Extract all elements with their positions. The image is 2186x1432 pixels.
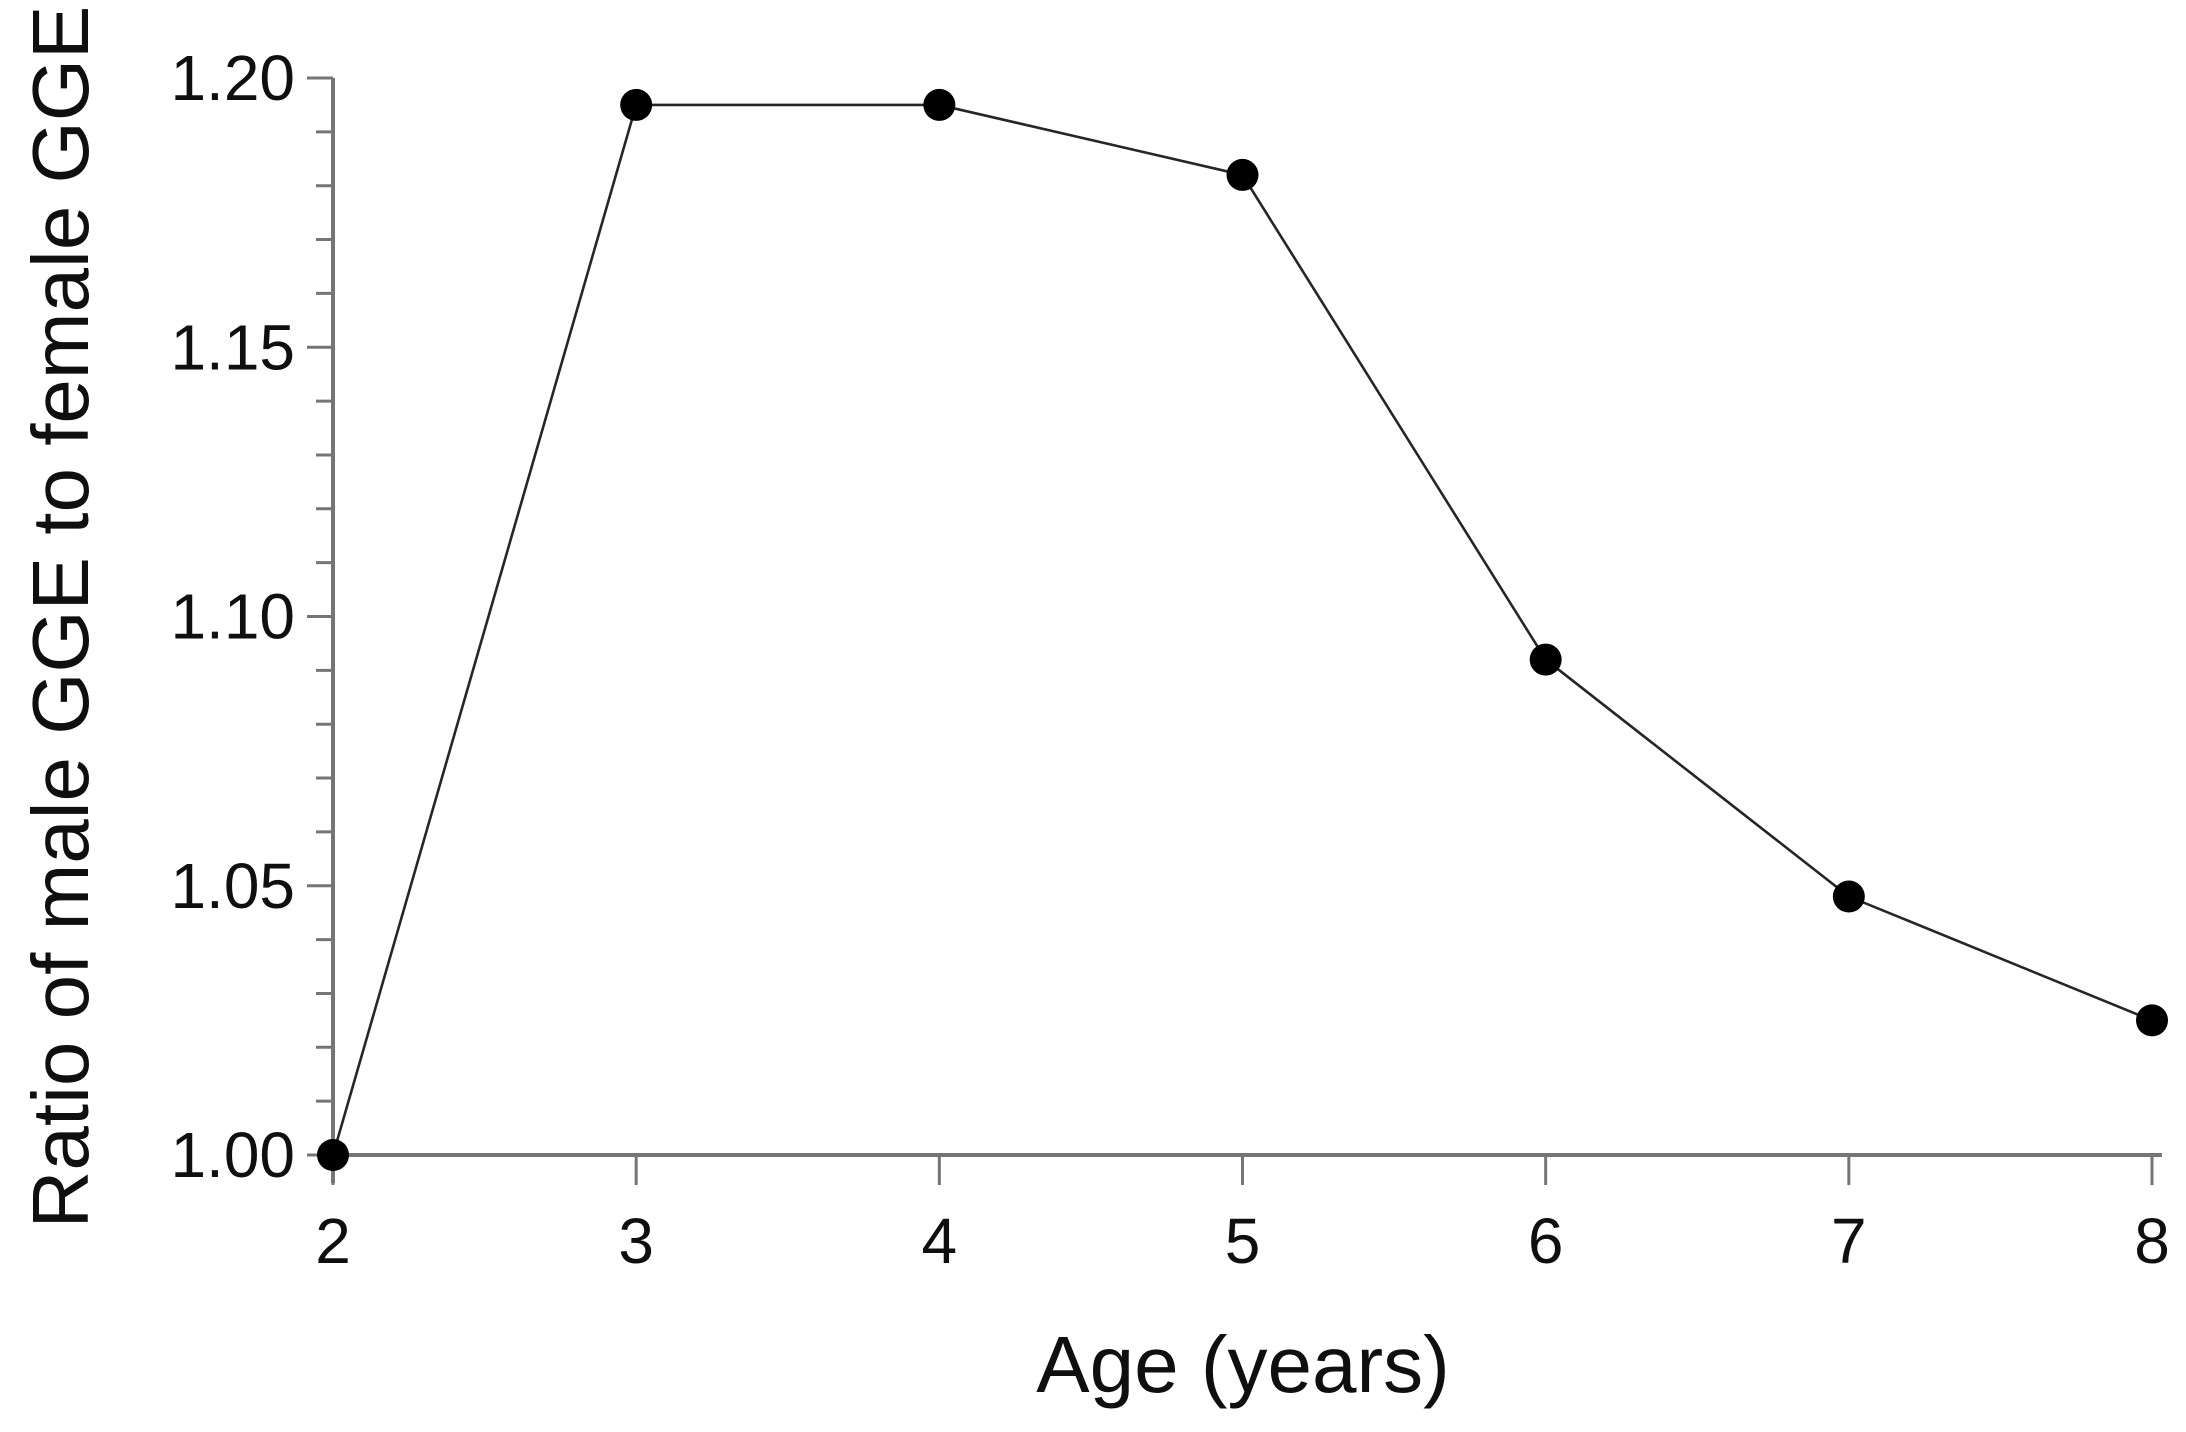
y-axis-tick-label: 1.20 [170,42,295,114]
y-axis-tick-label: 1.05 [170,850,295,922]
data-point-age-3 [620,88,653,121]
y-axis-tick-label: 1.15 [170,311,295,383]
y-axis-title: Ratio of male GGE to female GGE [16,6,105,1229]
x-axis-tick-label: 5 [1225,1205,1261,1277]
x-axis-tick-label: 7 [1831,1205,1867,1277]
x-axis-tick-label: 6 [1528,1205,1564,1277]
y-axis-tick-label: 1.00 [170,1119,295,1191]
data-point-age-2 [317,1139,349,1171]
x-axis-tick-label: 8 [2134,1205,2170,1277]
data-point-age-4 [923,88,956,121]
data-point-age-8 [2136,1004,2168,1037]
data-point-age-7 [1832,880,1865,913]
x-axis-tick-label: 3 [618,1205,654,1277]
x-axis-title: Age (years) [1036,1320,1449,1409]
x-axis-tick-label: 4 [922,1205,958,1277]
series-line [331,103,2153,1156]
data-point-age-5 [1226,158,1259,191]
y-axis-tick-label: 1.10 [170,581,295,653]
data-point-age-6 [1529,643,1562,676]
x-axis-tick-label: 2 [315,1205,351,1277]
